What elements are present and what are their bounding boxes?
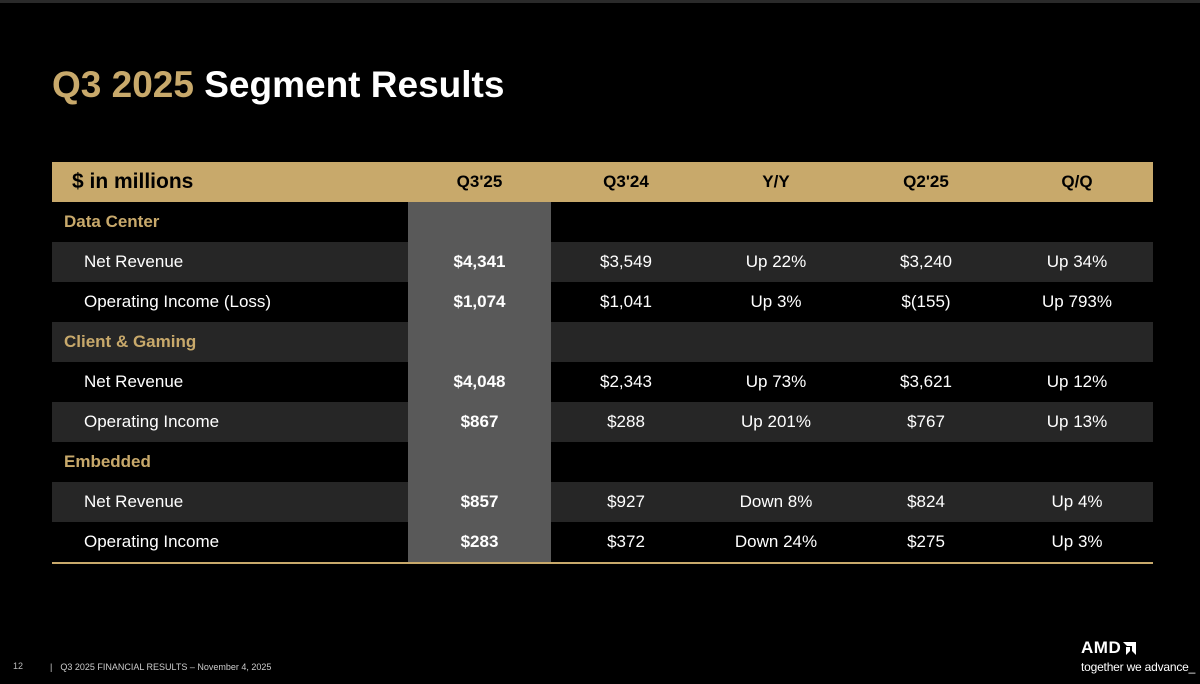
table-row: Net Revenue $4,341 $3,549 Up 22% $3,240 … [52, 242, 1153, 282]
logo-text: AMD [1081, 638, 1122, 657]
tagline: together we advance_ [1081, 660, 1196, 674]
section-label: Client & Gaming [52, 322, 408, 362]
cell-qq: Up 3% [1001, 522, 1153, 562]
cell-q3-25: $1,074 [408, 282, 551, 322]
header-q3-24: Q3'24 [551, 162, 701, 202]
footer: | Q3 2025 FINANCIAL RESULTS – November 4,… [50, 662, 271, 672]
cell-q2-25: $3,621 [851, 362, 1001, 402]
title-quarter: Q3 2025 [52, 64, 194, 105]
row-label: Net Revenue [52, 362, 408, 402]
section-row-data-center: Data Center [52, 202, 1153, 242]
row-label: Net Revenue [52, 242, 408, 282]
cell-q2-25: $(155) [851, 282, 1001, 322]
cell-q3-24: $1,041 [551, 282, 701, 322]
cell-q2-25: $3,240 [851, 242, 1001, 282]
cell-q3-25: $4,048 [408, 362, 551, 402]
cell-yy: Up 22% [701, 242, 851, 282]
cell-qq: Up 4% [1001, 482, 1153, 522]
section-row-client-gaming: Client & Gaming [52, 322, 1153, 362]
cell-q2-25: $767 [851, 402, 1001, 442]
table-row: Net Revenue $4,048 $2,343 Up 73% $3,621 … [52, 362, 1153, 402]
page-number: 12 [13, 661, 24, 671]
section-row-embedded: Embedded [52, 442, 1153, 482]
cell-q3-24: $927 [551, 482, 701, 522]
row-label: Operating Income [52, 402, 408, 442]
cell-yy: Up 201% [701, 402, 851, 442]
header-q2-25: Q2'25 [851, 162, 1001, 202]
cell-q3-25: $4,341 [408, 242, 551, 282]
cell-q3-25: $283 [408, 522, 551, 562]
title-text: Segment Results [204, 64, 505, 105]
footer-text: Q3 2025 FINANCIAL RESULTS – November 4, … [60, 662, 272, 672]
cell-yy: Down 8% [701, 482, 851, 522]
table-row: Net Revenue $857 $927 Down 8% $824 Up 4% [52, 482, 1153, 522]
top-border [0, 0, 1200, 3]
section-label: Embedded [52, 442, 408, 482]
cell-q3-25: $867 [408, 402, 551, 442]
cell-qq: Up 793% [1001, 282, 1153, 322]
cell-q2-25: $824 [851, 482, 1001, 522]
cell-q3-24: $288 [551, 402, 701, 442]
header-qq: Q/Q [1001, 162, 1153, 202]
table-row: Operating Income $867 $288 Up 201% $767 … [52, 402, 1153, 442]
row-label: Net Revenue [52, 482, 408, 522]
cell-yy: Up 3% [701, 282, 851, 322]
header-units: $ in millions [52, 162, 408, 202]
segment-results-table: $ in millions Q3'25 Q3'24 Y/Y Q2'25 Q/Q … [52, 162, 1153, 562]
cell-qq: Up 34% [1001, 242, 1153, 282]
cell-yy: Up 73% [701, 362, 851, 402]
amd-arrow-icon [1123, 641, 1137, 655]
table-header-row: $ in millions Q3'25 Q3'24 Y/Y Q2'25 Q/Q [52, 162, 1153, 202]
section-label: Data Center [52, 202, 408, 242]
row-label: Operating Income (Loss) [52, 282, 408, 322]
row-label: Operating Income [52, 522, 408, 562]
slide-title: Q3 2025 Segment Results [52, 64, 504, 106]
cell-q3-24: $2,343 [551, 362, 701, 402]
cell-qq: Up 13% [1001, 402, 1153, 442]
cell-q3-25: $857 [408, 482, 551, 522]
cell-q3-24: $3,549 [551, 242, 701, 282]
table-bottom-rule [52, 562, 1153, 564]
footer-separator: | [50, 662, 53, 672]
table-row: Operating Income $283 $372 Down 24% $275… [52, 522, 1153, 562]
header-q3-25: Q3'25 [408, 162, 551, 202]
amd-logo: AMD together we advance_ [1081, 638, 1195, 674]
cell-q3-24: $372 [551, 522, 701, 562]
header-yy: Y/Y [701, 162, 851, 202]
table-row: Operating Income (Loss) $1,074 $1,041 Up… [52, 282, 1153, 322]
cell-qq: Up 12% [1001, 362, 1153, 402]
cell-q2-25: $275 [851, 522, 1001, 562]
cell-yy: Down 24% [701, 522, 851, 562]
